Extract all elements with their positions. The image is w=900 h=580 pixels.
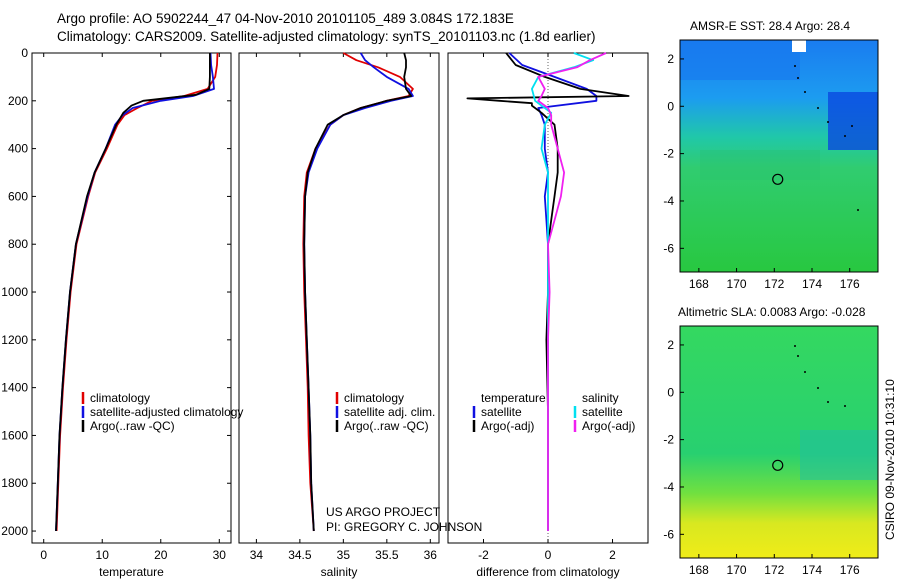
x-tick-label: 35.5: [375, 548, 399, 562]
x-tick-label: 170: [727, 563, 747, 577]
x-tick-label: 168: [689, 277, 709, 291]
sla-blue-patch: [800, 430, 878, 480]
legend-title-salinity: salinity: [582, 391, 619, 405]
salinity-legend: climatology satellite adj. clim. Argo(..…: [335, 391, 435, 433]
x-tick-label: 174: [802, 563, 822, 577]
x-tick-label: 0: [40, 548, 47, 562]
x-tick-label: 0: [545, 548, 552, 562]
pi-credit: PI: GREGORY C. JOHNSON: [326, 520, 482, 534]
profile-location-marker: [772, 173, 784, 185]
y-tick-label: 1000: [1, 285, 28, 299]
y-tick-label: 0: [667, 99, 674, 113]
sst-islands: [794, 65, 859, 211]
y-tick-label: -6: [663, 527, 674, 541]
series-salinity-argo-adj-: [537, 52, 607, 531]
salinity-panel: 34 34.5 35 35.5 36 salinity: [238, 52, 440, 579]
x-tick-label: 10: [96, 548, 110, 562]
legend-title-temperature: temperature: [481, 391, 546, 405]
timestamp: CSIRO 09-Nov-2010 10:31:10: [883, 379, 897, 540]
project-credit: US ARGO PROJECT: [326, 505, 441, 519]
y-tick-label: 1800: [1, 476, 28, 490]
temperature-profile-frame: [31, 52, 232, 544]
sst-white-patch: [792, 40, 806, 52]
temperature-panel: 0 10 20 30 0 200 400 600 800 1000 1200 1400 1600 1800…: [1, 46, 232, 579]
x-tick-label: 174: [802, 277, 822, 291]
series-argo-raw-qc-: [303, 52, 413, 532]
sla-map-title: Altimetric SLA: 0.0083 Argo: -0.028: [678, 305, 866, 319]
x-tick-label: 35: [337, 548, 351, 562]
y-tick-label: 0: [667, 385, 674, 399]
y-tick-label: -2: [663, 147, 674, 161]
series-argo-raw-qc-: [55, 53, 211, 532]
x-tick-label: -2: [478, 548, 489, 562]
y-tick-label: 800: [8, 237, 28, 251]
y-tick-label: 2: [667, 338, 674, 352]
legend-label-sal-satellite: satellite: [582, 405, 623, 419]
x-tick-label: 170: [727, 277, 747, 291]
y-tick-label: 1600: [1, 428, 28, 442]
x-tick-label: 168: [689, 563, 709, 577]
sla-map: 168 170 172 174 176 2 0 -2 -4 -6: [663, 325, 879, 577]
legend-label-sal-argo: Argo(-adj): [582, 419, 635, 433]
legend-label-temp-satellite: satellite: [481, 405, 522, 419]
sla-map-frame: [679, 325, 879, 559]
legend-label-argo: Argo(..raw -QC): [344, 419, 429, 433]
sst-map-title: AMSR-E SST: 28.4 Argo: 28.4: [690, 19, 850, 33]
y-tick-label: 2000: [1, 524, 28, 538]
sst-green-patch: [700, 150, 820, 180]
x-axis-label: temperature: [99, 565, 164, 579]
y-tick-label: 0: [21, 46, 28, 60]
y-tick-label: -4: [663, 480, 674, 494]
legend-label-temp-argo: Argo(-adj): [481, 419, 534, 433]
legend-label-argo: Argo(..raw -QC): [90, 419, 175, 433]
y-tick-label: 1400: [1, 381, 28, 395]
figure-title-line1: Argo profile: AO 5902244_47 04-Nov-2010 …: [57, 11, 514, 26]
y-tick-label: 400: [8, 142, 28, 156]
x-tick-label: 176: [840, 563, 860, 577]
sst-map: 168 170 172 174 176 2 0 -2 -4 -6: [663, 39, 879, 291]
legend-label-climatology: climatology: [90, 391, 150, 405]
x-tick-label: 172: [764, 277, 784, 291]
sst-deep-patch: [828, 92, 878, 150]
x-axis-label: salinity: [321, 565, 358, 579]
sst-map-frame: [679, 39, 879, 273]
y-tick-label: -6: [663, 241, 674, 255]
x-axis-label: difference from climatology: [476, 565, 619, 579]
y-tick-label: -2: [663, 433, 674, 447]
salinity-profile-frame: [238, 52, 440, 544]
figure-title-line2: Climatology: CARS2009. Satellite-adjuste…: [57, 29, 596, 44]
difference-legend: temperature satellite Argo(-adj) salinit…: [472, 391, 635, 433]
x-tick-label: 36: [424, 548, 438, 562]
y-tick-label: 2: [667, 52, 674, 66]
x-tick-label: 30: [213, 548, 227, 562]
x-tick-label: 172: [764, 563, 784, 577]
x-tick-label: 34.5: [288, 548, 312, 562]
x-tick-label: 34: [250, 548, 264, 562]
legend-label-satellite: satellite adj. clim.: [344, 405, 435, 419]
sla-islands: [794, 345, 846, 407]
x-tick-label: 20: [154, 548, 168, 562]
difference-panel: -2 0 2 difference from climatology: [447, 52, 649, 579]
legend-label-climatology: climatology: [344, 391, 404, 405]
x-tick-label: 176: [840, 277, 860, 291]
y-tick-label: 200: [8, 94, 28, 108]
y-tick-label: 600: [8, 189, 28, 203]
y-tick-label: -4: [663, 194, 674, 208]
sst-blue-patch: [680, 40, 800, 80]
profile-location-marker: [772, 459, 784, 471]
temperature-legend: climatology satellite-adjusted climatolo…: [81, 391, 243, 433]
y-tick-label: 1200: [1, 333, 28, 347]
legend-label-satellite: satellite-adjusted climatology: [90, 405, 243, 419]
x-tick-label: 2: [609, 548, 616, 562]
